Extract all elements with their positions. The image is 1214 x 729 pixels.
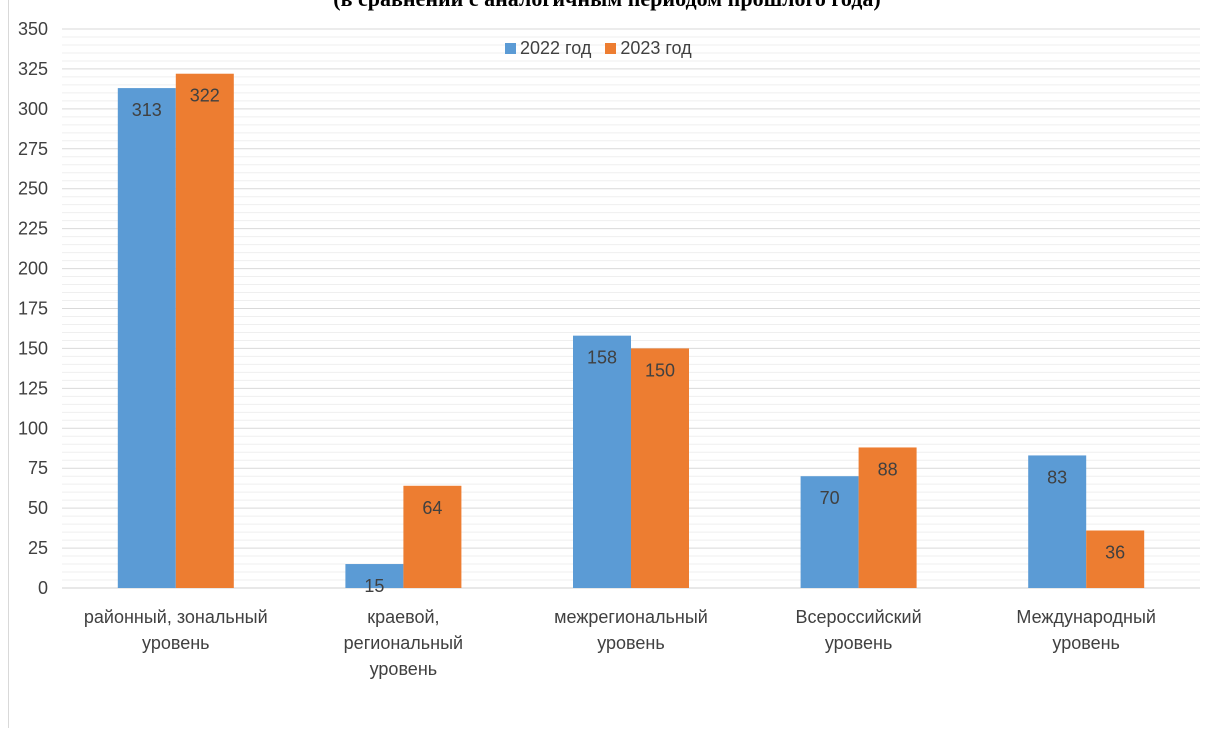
y-tick-label: 100 — [18, 418, 48, 438]
legend-label-2023: 2023 год — [620, 38, 692, 58]
y-tick-label: 225 — [18, 219, 48, 239]
chart-title: (в сравнении с аналогичным периодом прош… — [0, 0, 1214, 12]
x-tick-label: Всероссийский уровень — [795, 607, 922, 653]
bar-2022 — [800, 476, 859, 588]
y-tick-label: 0 — [38, 578, 48, 598]
y-tick-label: 300 — [18, 99, 48, 119]
x-tick-label: районный, зональный уровень — [83, 607, 268, 653]
bar-value-label: 36 — [1105, 543, 1125, 563]
bar-value-label: 158 — [587, 348, 617, 368]
bar-2023 — [1086, 530, 1145, 588]
bar-2023 — [858, 447, 917, 588]
y-tick-label: 275 — [18, 139, 48, 159]
chart-frame — [8, 0, 1214, 728]
bar-value-label: 70 — [820, 488, 840, 508]
legend-swatch-2022 — [505, 43, 516, 54]
y-tick-label: 250 — [18, 179, 48, 199]
y-tick-label: 75 — [28, 458, 48, 478]
bar-2023 — [631, 348, 689, 588]
y-tick-label: 50 — [28, 498, 48, 518]
chart-legend: 2022 год 2023 год — [505, 38, 692, 59]
bar-2022 — [573, 335, 631, 588]
x-tick-label: краевой, региональный уровень — [343, 607, 464, 679]
y-tick-label: 150 — [18, 338, 48, 358]
bar-value-label: 64 — [422, 498, 442, 518]
legend-item-2023: 2023 год — [605, 38, 692, 59]
legend-swatch-2023 — [605, 43, 617, 54]
bar-2023 — [403, 485, 462, 588]
x-tick-label: Международный уровень — [1016, 607, 1156, 653]
y-tick-label: 200 — [18, 259, 48, 279]
legend-label-2022: 2022 год — [520, 38, 592, 58]
legend-item-2022: 2022 год — [505, 38, 591, 59]
bar-2022 — [1028, 455, 1087, 588]
bar-2022 — [345, 564, 404, 588]
y-tick-label: 25 — [28, 538, 48, 558]
bar-value-label: 313 — [132, 100, 162, 120]
y-tick-label: 125 — [18, 378, 48, 398]
bar-value-label: 15 — [364, 576, 384, 596]
y-tick-label: 175 — [18, 299, 48, 319]
bar-2023 — [175, 73, 234, 589]
y-tick-label: 350 — [18, 19, 48, 39]
bar-value-label: 322 — [190, 86, 220, 106]
bar-value-label: 83 — [1047, 467, 1067, 487]
y-tick-label: 325 — [18, 59, 48, 79]
bar-value-label: 88 — [878, 459, 898, 479]
x-tick-label: межрегиональный уровень — [554, 607, 708, 653]
bar-value-label: 150 — [645, 360, 675, 380]
bar-2022 — [117, 88, 176, 588]
